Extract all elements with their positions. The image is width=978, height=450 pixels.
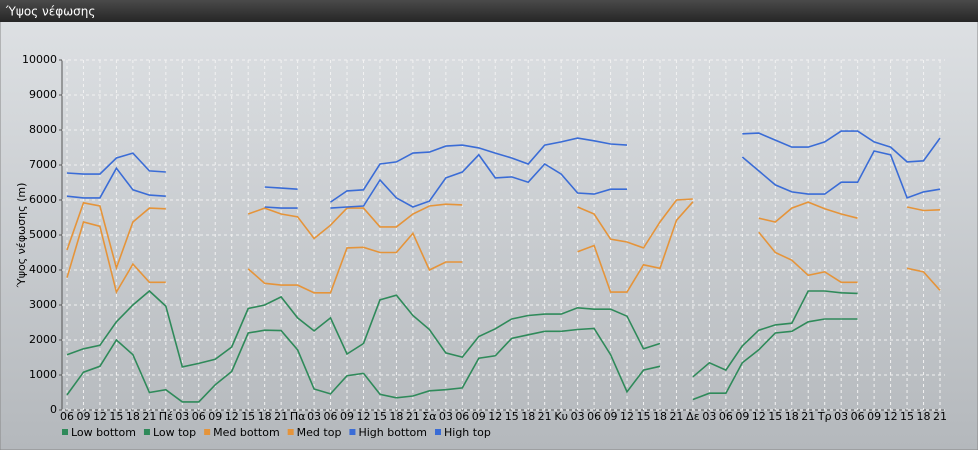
y-tick-label: 7000 — [29, 158, 57, 171]
x-tick-label: 21 — [669, 410, 683, 423]
x-tick-label: 15 — [373, 410, 387, 423]
x-tick-label: 12 — [488, 410, 502, 423]
series-line — [66, 130, 941, 203]
x-tick-label: 03 — [439, 410, 453, 423]
y-tick-label: 2000 — [29, 333, 57, 346]
x-tick-label: 15 — [900, 410, 914, 423]
series-line — [66, 201, 941, 295]
legend-label: Low top — [153, 426, 196, 439]
legend-swatch — [62, 429, 68, 435]
legend-swatch — [287, 429, 294, 435]
legend-label: Med top — [297, 426, 342, 439]
x-tick-label: Πα — [290, 410, 306, 423]
series-line — [66, 289, 858, 378]
x-tick-label: 15 — [768, 410, 782, 423]
x-tick-label: 15 — [241, 410, 255, 423]
x-tick-label: 06 — [455, 410, 469, 423]
x-tick-label: 12 — [93, 410, 107, 423]
y-tick-label: 8000 — [29, 123, 57, 136]
chart-title: Ύψος νέφωσης — [5, 5, 95, 19]
x-tick-label: 21 — [406, 410, 420, 423]
x-tick-label: 18 — [917, 410, 931, 423]
legend-label: Low bottom — [71, 426, 136, 439]
y-tick-label: 6000 — [29, 193, 57, 206]
x-tick-label: 03 — [702, 410, 716, 423]
x-tick-label: 18 — [258, 410, 272, 423]
legend-label: High top — [444, 426, 491, 439]
series-line — [66, 198, 941, 271]
x-tick-label: 06 — [324, 410, 338, 423]
y-tick-label: 1000 — [29, 368, 57, 381]
legend-swatch — [204, 429, 211, 435]
x-tick-label: 21 — [933, 410, 947, 423]
series-line — [66, 150, 941, 209]
x-tick-label: 03 — [175, 410, 189, 423]
x-tick-label: 21 — [274, 410, 288, 423]
y-tick-label: 9000 — [29, 88, 57, 101]
legend-label: High bottom — [358, 426, 427, 439]
x-tick-label: 12 — [752, 410, 766, 423]
y-axis-label: Ύψος νέφωσης (m) — [15, 183, 28, 289]
y-tick-label: 0 — [50, 403, 57, 416]
x-tick-label: 12 — [620, 410, 634, 423]
x-tick-label: Τρ — [817, 410, 832, 423]
x-tick-label: 21 — [142, 410, 156, 423]
x-tick-label: 03 — [571, 410, 585, 423]
x-tick-label: 18 — [521, 410, 535, 423]
x-tick-label: 18 — [389, 410, 403, 423]
x-tick-label: 09 — [340, 410, 354, 423]
x-tick-label: 06 — [587, 410, 601, 423]
x-tick-label: 21 — [538, 410, 552, 423]
x-tick-label: 18 — [126, 410, 140, 423]
x-tick-label: 12 — [356, 410, 370, 423]
x-tick-label: 06 — [851, 410, 865, 423]
x-tick-label: 18 — [653, 410, 667, 423]
x-tick-label: 03 — [834, 410, 848, 423]
x-tick-label: Πέ — [159, 410, 173, 423]
x-tick-label: 12 — [225, 410, 239, 423]
x-tick-label: 09 — [867, 410, 881, 423]
legend-label: Med bottom — [213, 426, 280, 439]
title-bar — [0, 0, 978, 22]
x-tick-label: 06 — [719, 410, 733, 423]
x-tick-label: 15 — [109, 410, 123, 423]
x-tick-label: 03 — [307, 410, 321, 423]
legend-swatch — [435, 429, 441, 435]
y-tick-label: 3000 — [29, 298, 57, 311]
x-tick-label: 09 — [472, 410, 486, 423]
x-tick-label: 09 — [208, 410, 222, 423]
y-tick-label: 4000 — [29, 263, 57, 276]
x-tick-label: Σα — [422, 410, 436, 423]
x-tick-label: 21 — [801, 410, 815, 423]
x-tick-label: 09 — [604, 410, 618, 423]
x-tick-label: 15 — [505, 410, 519, 423]
legend-swatch — [143, 429, 150, 435]
x-tick-label: 18 — [785, 410, 799, 423]
x-tick-label: 09 — [735, 410, 749, 423]
y-tick-label: 5000 — [29, 228, 57, 241]
y-tick-label: 10000 — [22, 53, 57, 66]
x-tick-label: Δε — [686, 410, 700, 423]
x-tick-label: 15 — [637, 410, 651, 423]
x-tick-label: 12 — [884, 410, 898, 423]
legend-swatch — [349, 429, 356, 435]
x-tick-label: 06 — [192, 410, 206, 423]
x-tick-label: 09 — [76, 410, 90, 423]
x-tick-label: Κυ — [554, 410, 568, 423]
x-tick-label: 06 — [60, 410, 74, 423]
series-line — [66, 318, 858, 403]
